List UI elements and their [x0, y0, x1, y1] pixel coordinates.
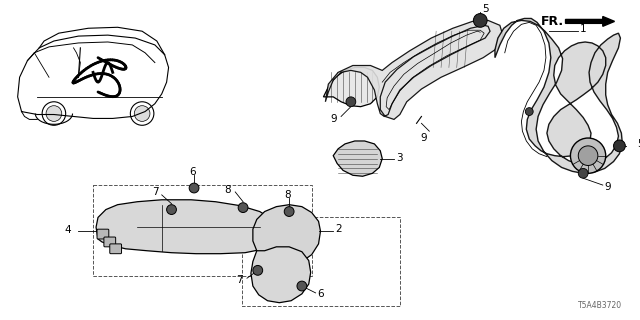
Text: 5: 5 — [637, 139, 640, 149]
FancyBboxPatch shape — [104, 237, 116, 247]
Text: 4: 4 — [64, 225, 70, 235]
Text: 6: 6 — [317, 289, 324, 299]
Circle shape — [474, 13, 487, 27]
Circle shape — [525, 108, 533, 116]
Polygon shape — [253, 205, 321, 264]
Circle shape — [284, 207, 294, 216]
Text: 8: 8 — [284, 190, 291, 200]
Circle shape — [253, 266, 262, 275]
Text: 3: 3 — [396, 153, 403, 163]
Text: 9: 9 — [330, 115, 337, 124]
Text: 9: 9 — [420, 133, 427, 143]
FancyArrow shape — [566, 17, 614, 26]
Text: 2: 2 — [335, 224, 342, 234]
Bar — [242, 217, 400, 306]
Polygon shape — [323, 68, 380, 107]
FancyBboxPatch shape — [110, 244, 122, 254]
Circle shape — [134, 106, 150, 121]
Polygon shape — [96, 200, 276, 254]
Text: T5A4B3720: T5A4B3720 — [579, 300, 622, 309]
Bar — [93, 185, 312, 276]
Circle shape — [579, 168, 588, 178]
Circle shape — [297, 281, 307, 291]
Text: 1: 1 — [580, 24, 587, 34]
Polygon shape — [251, 247, 310, 303]
Circle shape — [570, 138, 605, 173]
Text: 9: 9 — [605, 182, 611, 192]
Circle shape — [166, 205, 177, 214]
Text: 5: 5 — [482, 4, 489, 14]
Circle shape — [614, 140, 625, 152]
Circle shape — [189, 183, 199, 193]
Circle shape — [346, 97, 356, 107]
Text: 7: 7 — [152, 187, 159, 197]
Polygon shape — [495, 19, 622, 173]
Polygon shape — [333, 141, 382, 176]
Text: FR.: FR. — [540, 15, 564, 28]
Text: 7: 7 — [236, 275, 243, 285]
Text: 8: 8 — [225, 185, 231, 195]
Circle shape — [46, 106, 61, 121]
Circle shape — [579, 146, 598, 165]
Text: 6: 6 — [189, 167, 195, 177]
FancyBboxPatch shape — [97, 229, 109, 239]
Circle shape — [238, 203, 248, 212]
Polygon shape — [325, 20, 503, 119]
